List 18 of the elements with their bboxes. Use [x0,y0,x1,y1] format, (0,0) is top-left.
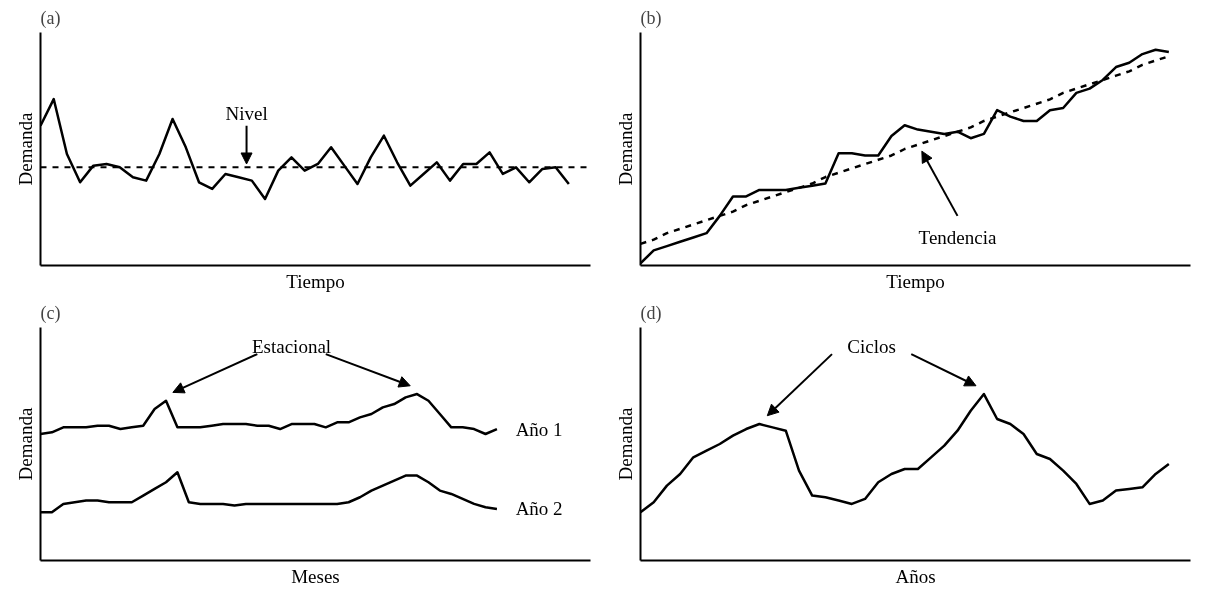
text: Ciclos [847,336,896,358]
chart-title: (b) [640,7,662,29]
chart-title: (c) [40,302,61,324]
y-axis-title: Demanda [614,112,636,186]
y-axis-title: Demanda [614,407,636,481]
y-axis-title: Demanda [14,112,36,186]
x-axis-title: Meses [291,565,340,587]
series-label: Año 1 [515,418,563,440]
x-axis-title: Tiempo [886,270,945,292]
chart-title: (a) [40,7,61,29]
x-axis-title: Tiempo [286,270,345,292]
y-axis-title: Demanda [14,407,36,481]
text: Estacional [251,336,332,358]
annotation: Tendencia [918,226,997,248]
chart-title: (d) [640,302,662,324]
x-axis-title: Años [895,565,936,587]
series-label: Año 2 [515,498,563,520]
annotation: Nivel [225,103,268,125]
